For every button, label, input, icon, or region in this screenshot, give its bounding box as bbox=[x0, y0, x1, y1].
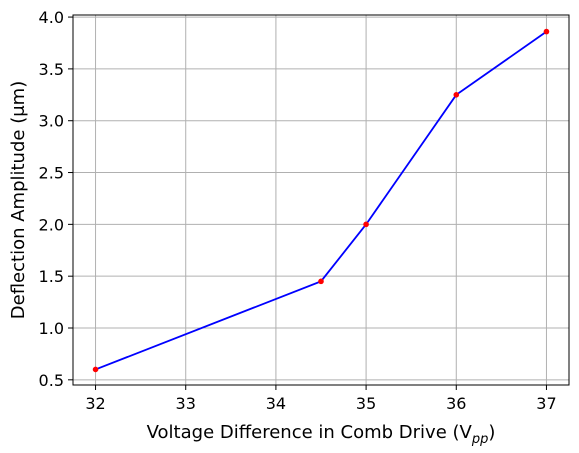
x-tick-label: 34 bbox=[266, 394, 286, 413]
x-axis-title-subscript: pp bbox=[471, 432, 489, 447]
data-point bbox=[318, 278, 324, 285]
y-tick-label: 2.0 bbox=[39, 215, 64, 234]
y-tick-label: 1.5 bbox=[39, 267, 64, 286]
y-tick-label: 3.5 bbox=[39, 60, 64, 79]
data-point bbox=[92, 366, 99, 373]
plot-frame bbox=[72, 14, 570, 386]
x-axis-title-close: ) bbox=[488, 422, 495, 443]
y-axis-title: Deflection Amplitude (μm) bbox=[8, 81, 29, 319]
data-point bbox=[543, 28, 550, 35]
x-tick-label: 36 bbox=[446, 394, 466, 413]
y-tick-label: 4.0 bbox=[39, 8, 64, 27]
x-tick-label: 35 bbox=[356, 394, 376, 413]
x-tick-label: 32 bbox=[85, 394, 105, 413]
y-tick-label: 0.5 bbox=[39, 371, 64, 390]
x-axis-title-main: Voltage Difference in Comb Drive (V bbox=[147, 422, 473, 443]
y-tick-label: 1.0 bbox=[39, 319, 64, 338]
data-point bbox=[453, 92, 460, 98]
x-tick-label: 33 bbox=[176, 394, 196, 413]
x-axis-title: Voltage Difference in Comb Drive (Vpp) bbox=[147, 422, 496, 447]
data-point bbox=[363, 221, 369, 228]
y-tick-label: 3.0 bbox=[39, 112, 64, 131]
grid-lines bbox=[73, 15, 569, 385]
y-tick-label: 2.5 bbox=[39, 164, 64, 183]
series-line bbox=[95, 30, 547, 371]
x-tick-label: 37 bbox=[536, 394, 556, 413]
data-series bbox=[92, 28, 550, 373]
axis-ticks: 32 33 34 35 36 37 0.5 1.0 1.5 2.0 2.5 3.0 3.5 4.0 bbox=[39, 8, 557, 413]
